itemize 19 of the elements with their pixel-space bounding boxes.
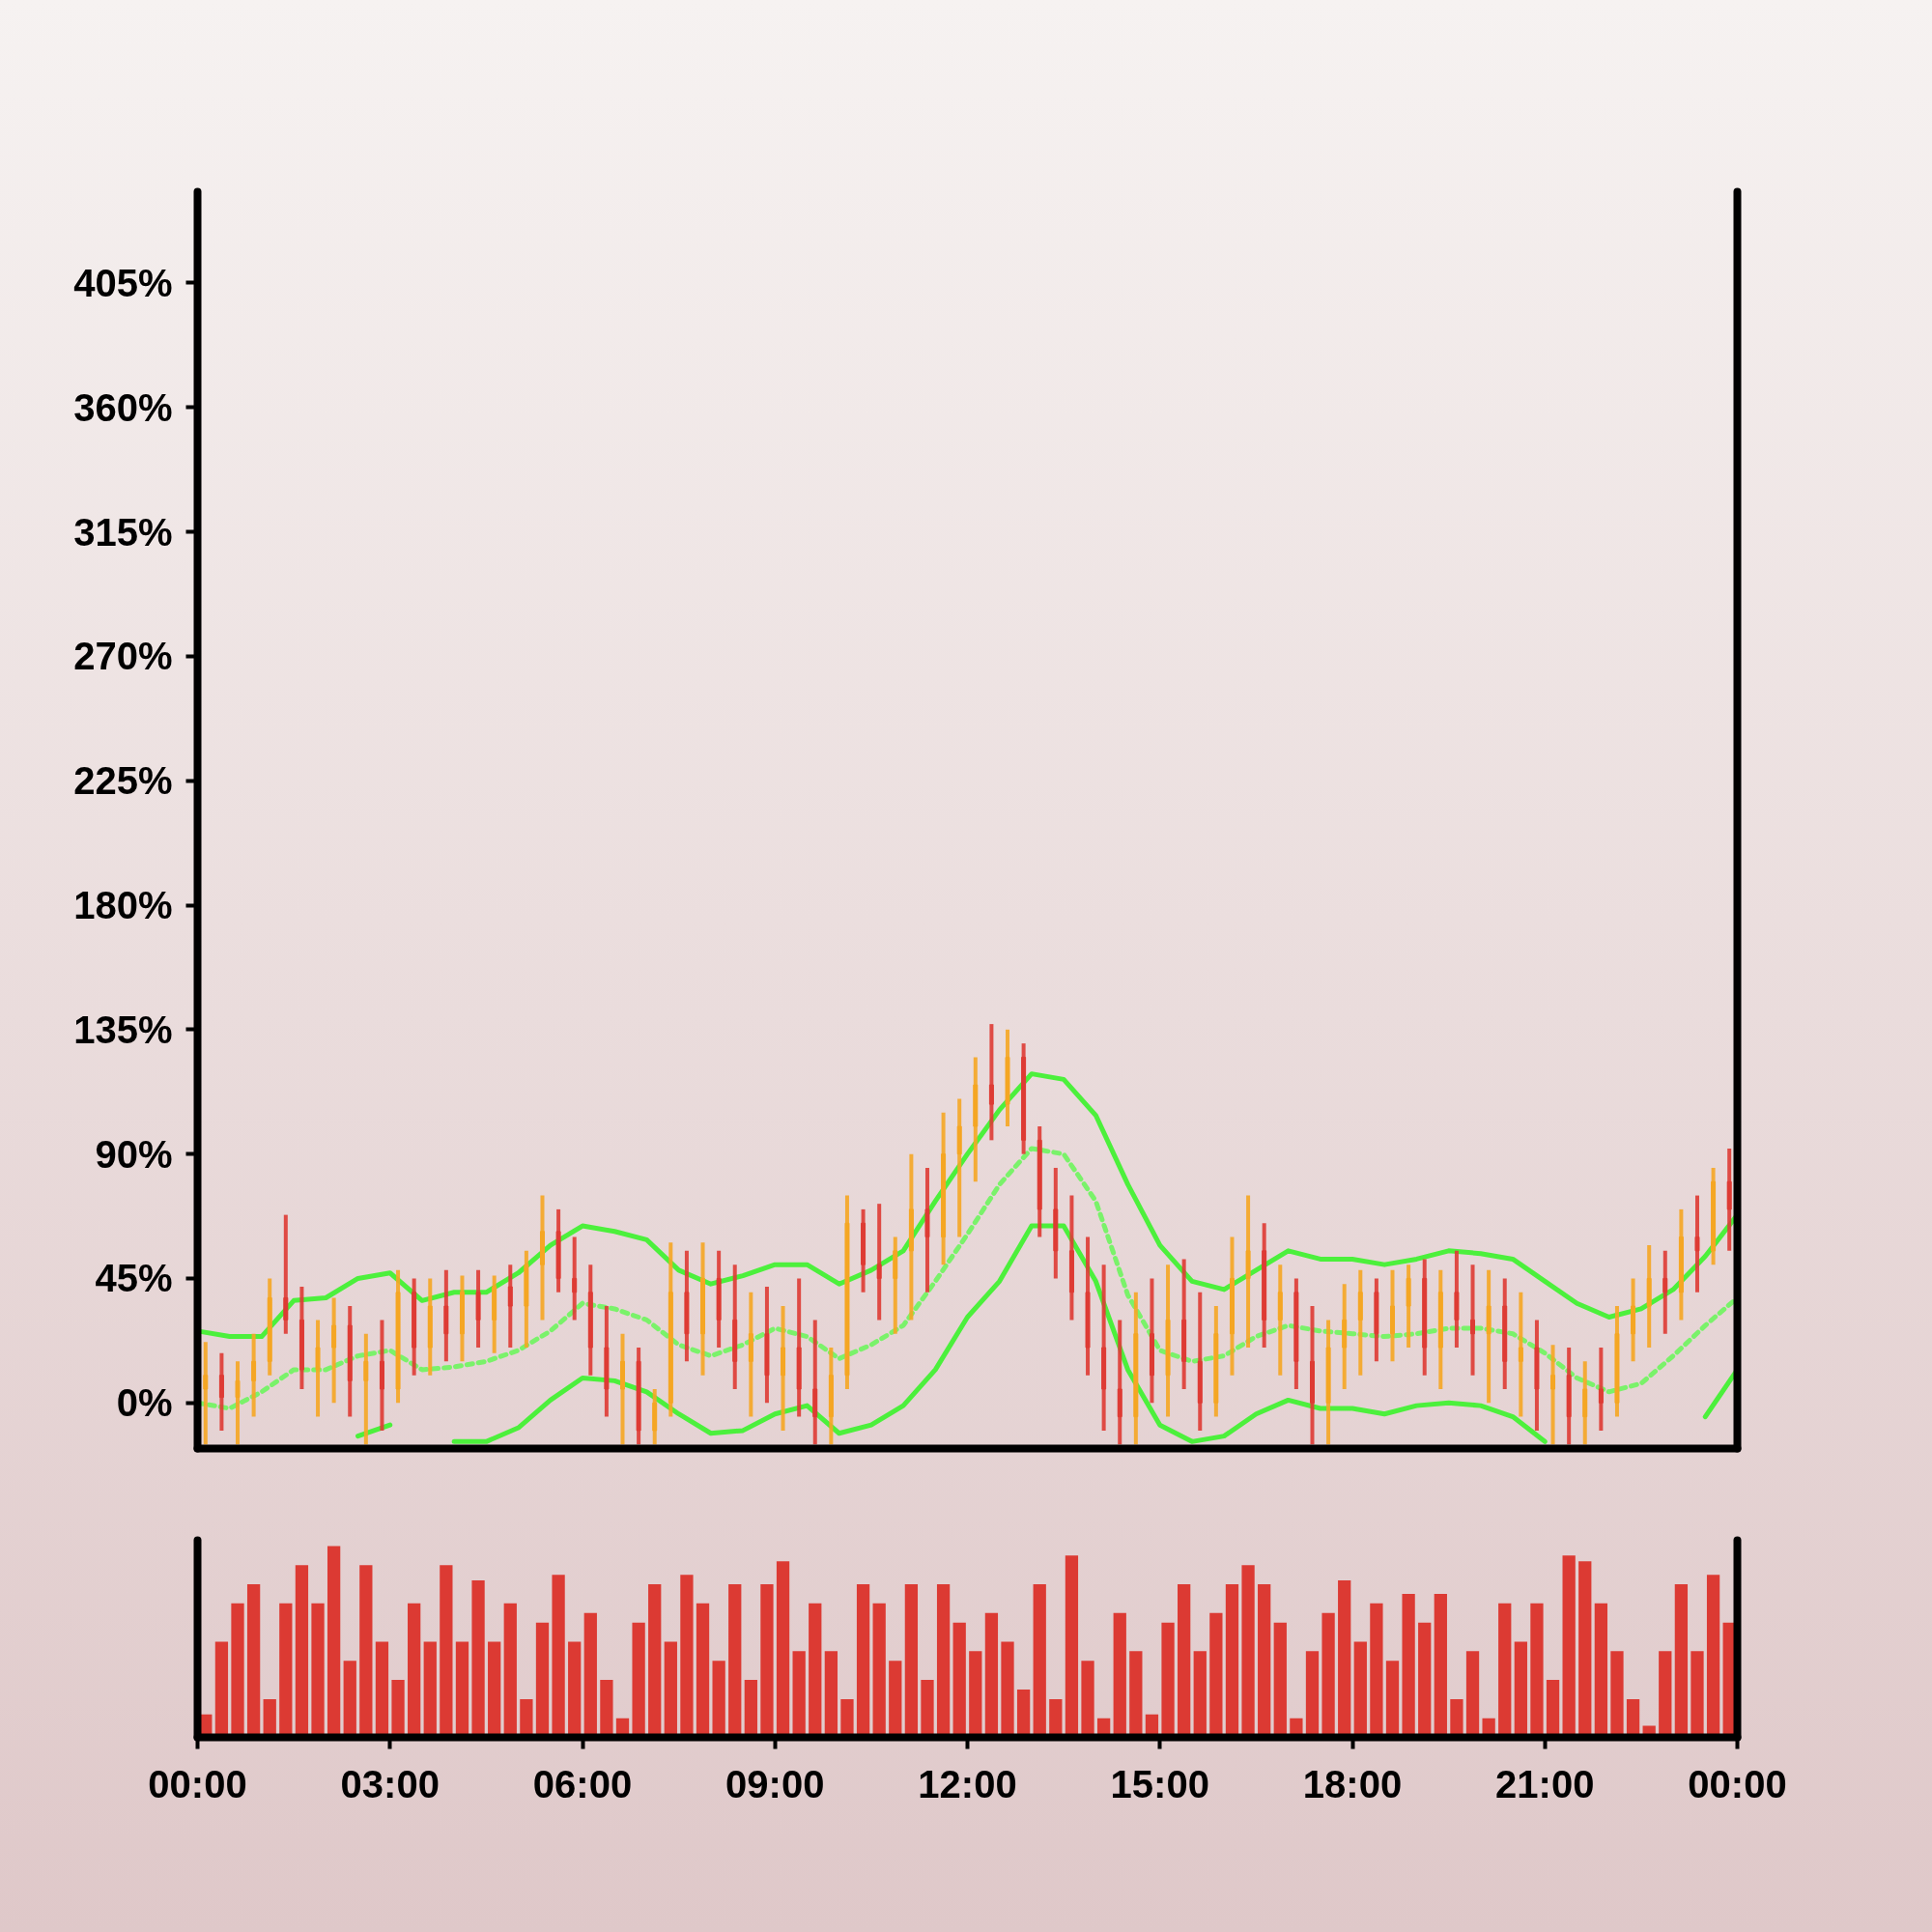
x-tick-label: 09:00 bbox=[725, 1762, 825, 1805]
y-tick-label: 405% bbox=[73, 261, 173, 304]
x-tick-label: 21:00 bbox=[1495, 1762, 1595, 1805]
x-tick-label: 15:00 bbox=[1110, 1762, 1209, 1805]
x-tick-label: 12:00 bbox=[918, 1762, 1017, 1805]
x-tick-label: 00:00 bbox=[148, 1762, 247, 1805]
x-tick-label: 06:00 bbox=[532, 1762, 633, 1805]
y-tick-label: 45% bbox=[95, 1257, 173, 1300]
y-tick-label: 360% bbox=[73, 385, 173, 429]
y-tick-label: 0% bbox=[116, 1381, 173, 1425]
x-tick-label: 18:00 bbox=[1302, 1762, 1403, 1805]
x-tick-label: 00:00 bbox=[1688, 1762, 1787, 1805]
y-tick-label: 270% bbox=[73, 635, 173, 678]
y-tick-label: 90% bbox=[95, 1132, 173, 1176]
y-tick-label: 180% bbox=[73, 884, 173, 927]
x-tick-label: 03:00 bbox=[340, 1762, 440, 1805]
y-tick-label: 225% bbox=[73, 759, 173, 803]
y-tick-label: 315% bbox=[73, 510, 173, 554]
y-tick-label: 135% bbox=[73, 1008, 173, 1051]
